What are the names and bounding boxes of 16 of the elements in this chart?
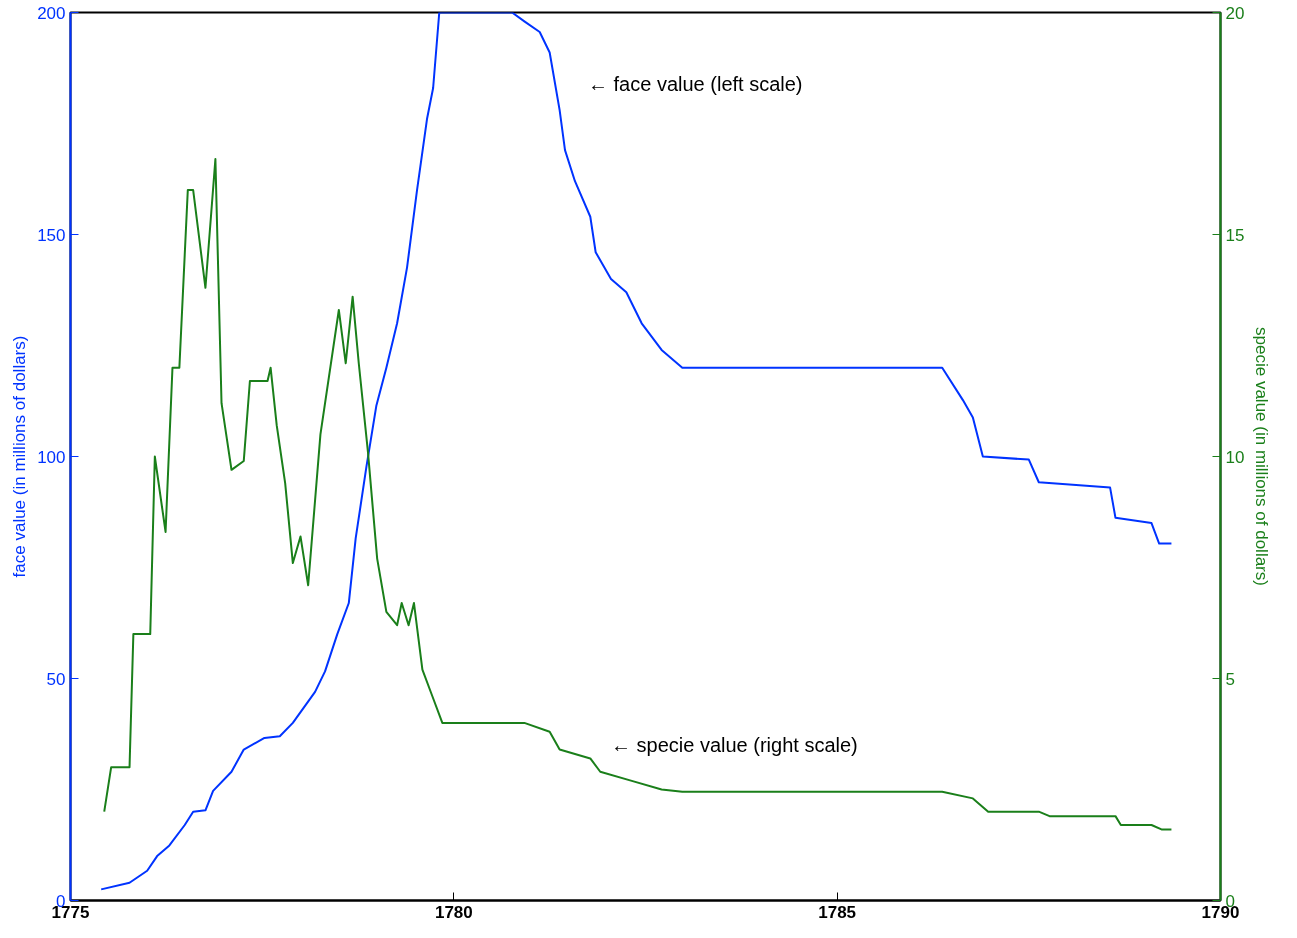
x-tick-label: 1785 — [818, 902, 857, 922]
y2-tick-label: 5 — [1225, 669, 1235, 689]
y-axis-title: face value (in millions of dollars) — [10, 335, 30, 578]
y2-tick-label: 15 — [1225, 225, 1245, 245]
y2-axis-title: specie value (in millions of dollars) — [1252, 327, 1272, 586]
y-tick-label: 150 — [37, 225, 66, 245]
y-tick-label: 200 — [37, 3, 66, 23]
line-series — [100, 12, 1173, 891]
y2-tick-label: 10 — [1225, 447, 1245, 467]
y-tick-label: 100 — [37, 447, 66, 467]
y2-tick-label: 20 — [1225, 3, 1245, 23]
annotation: ← face value (left scale) — [588, 72, 803, 95]
x-tick-label: 1780 — [434, 902, 473, 922]
annotation: ← specie value (right scale) — [611, 734, 858, 757]
y-tick-label: 50 — [46, 669, 66, 689]
line-series — [103, 158, 1173, 831]
